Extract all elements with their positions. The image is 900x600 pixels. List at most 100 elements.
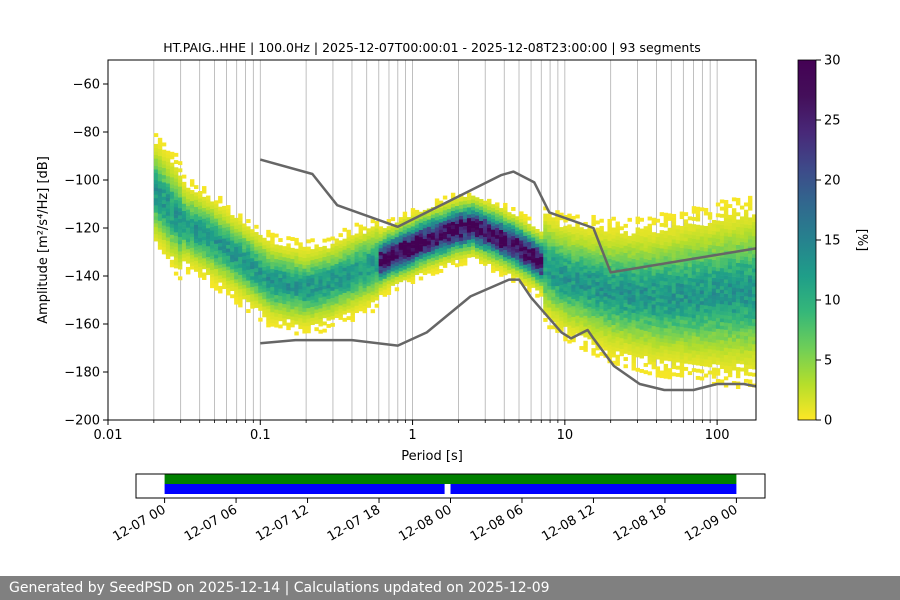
colorbar-tick-label: 5 [824, 354, 832, 369]
heatmap-cell [338, 254, 343, 259]
heatmap-cell [667, 285, 673, 290]
heatmap-cell [539, 281, 544, 286]
heatmap-cell [671, 296, 677, 301]
heatmap-cell [663, 309, 669, 314]
heatmap-cell [270, 283, 275, 288]
heatmap-cell [206, 256, 211, 261]
heatmap-cell [559, 230, 564, 235]
heatmap-cell [262, 245, 267, 249]
heatmap-cell [193, 206, 199, 211]
heatmap-cell [318, 293, 323, 298]
heatmap-cell [675, 279, 681, 284]
heatmap-cell [181, 203, 187, 208]
heatmap-cell [619, 233, 624, 238]
heatmap-cell [454, 252, 460, 257]
heatmap-cell [198, 259, 203, 264]
heatmap-cell [695, 249, 701, 254]
heatmap-cell [181, 199, 187, 204]
heatmap-cell [334, 292, 339, 297]
heatmap-cell [647, 320, 653, 325]
heatmap-cell [579, 270, 584, 275]
heatmap-cell [623, 249, 628, 253]
heatmap-cell [567, 246, 572, 250]
heatmap-cell [511, 257, 516, 262]
heatmap-cell [282, 271, 287, 276]
heatmap-cell [202, 186, 207, 190]
heatmap-cell [739, 281, 745, 286]
heatmap-cell [639, 286, 644, 291]
heatmap-cell [442, 264, 448, 268]
noise-model-upper-line [259, 158, 757, 274]
heatmap-cell [751, 311, 757, 316]
heatmap-cell [527, 277, 532, 282]
heatmap-cell [659, 266, 665, 271]
heatmap-cell [515, 259, 520, 264]
heatmap-cell [587, 317, 592, 322]
heatmap-cell [691, 270, 697, 275]
heatmap-cell [418, 258, 424, 263]
heatmap-cell [173, 188, 179, 193]
heatmap-cell [723, 264, 729, 269]
heatmap-cell [466, 243, 472, 247]
heatmap-cell [651, 232, 657, 237]
heatmap-cell [210, 230, 215, 235]
heatmap-cell [647, 346, 653, 351]
heatmap-cell [719, 285, 725, 290]
heatmap-cell [394, 276, 400, 281]
heatmap-cell [711, 313, 717, 318]
heatmap-cell [157, 213, 163, 218]
heatmap-cell [727, 279, 733, 284]
heatmap-cell [242, 263, 247, 267]
heatmap-cell [687, 342, 693, 347]
heatmap-cell [262, 299, 267, 303]
heatmap-cell [563, 319, 568, 324]
heatmap-cell [543, 264, 548, 268]
heatmap-cell [679, 351, 685, 356]
heatmap-cell [254, 253, 259, 258]
heatmap-cell [543, 307, 548, 312]
heatmap-cell [683, 348, 689, 353]
heatmap-cell [727, 326, 733, 331]
heatmap-cell [302, 246, 307, 251]
heatmap-cell [322, 253, 327, 257]
heatmap-cell [599, 323, 604, 328]
heatmap-cell [386, 258, 392, 263]
heatmap-cell [523, 267, 528, 272]
heatmap-cell [185, 256, 191, 261]
heatmap-cell [591, 222, 596, 227]
heatmap-cell [406, 263, 412, 268]
heatmap-cell [619, 237, 624, 242]
heatmap-cell [226, 277, 231, 281]
heatmap-cell [675, 261, 681, 266]
heatmap-cell [631, 251, 636, 256]
heatmap-cell [655, 269, 661, 274]
heatmap-cell [410, 236, 416, 241]
heatmap-cell [298, 242, 303, 247]
heatmap-cell [442, 228, 448, 232]
heatmap-cell [193, 210, 199, 215]
heatmap-cell [302, 272, 307, 276]
heatmap-cell [715, 278, 721, 283]
heatmap-cell [342, 303, 347, 308]
heatmap-cell [282, 267, 287, 272]
heatmap-cell [495, 260, 500, 264]
heatmap-cell [547, 300, 552, 304]
heatmap-cell [543, 292, 548, 297]
heatmap-cell [707, 226, 713, 231]
heatmap-cell [703, 251, 709, 256]
heatmap-cell [731, 255, 737, 259]
heatmap-cell [703, 348, 709, 353]
heatmap-cell [707, 266, 713, 271]
heatmap-cell [743, 314, 749, 319]
heatmap-cell [346, 229, 351, 234]
heatmap-cell [663, 248, 669, 253]
heatmap-cell [723, 333, 729, 338]
heatmap-cell [290, 298, 295, 303]
heatmap-cell [214, 243, 219, 248]
heatmap-cell [543, 318, 548, 322]
heatmap-cell [198, 241, 203, 246]
heatmap-cell [527, 223, 532, 228]
heatmap-cell [426, 219, 432, 224]
heatmap-cell [202, 196, 207, 201]
heatmap-cell [330, 286, 335, 291]
